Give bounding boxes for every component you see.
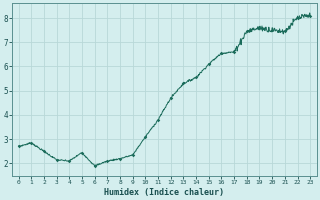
X-axis label: Humidex (Indice chaleur): Humidex (Indice chaleur) bbox=[104, 188, 224, 197]
